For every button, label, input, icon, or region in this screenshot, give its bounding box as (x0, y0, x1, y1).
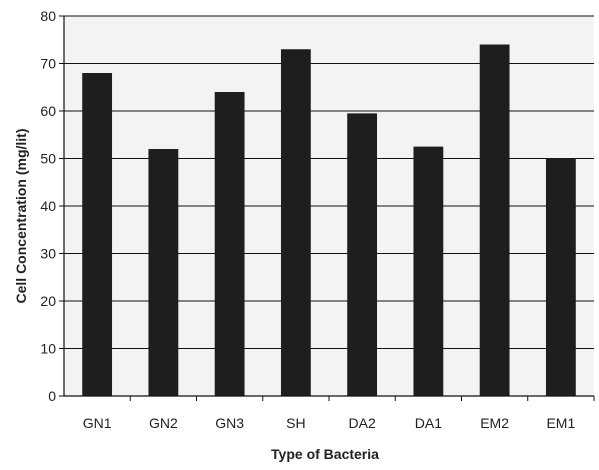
bars (82, 44, 576, 396)
x-tick-label: GN1 (83, 415, 112, 431)
x-axis: GN1 GN2 GN3 SH DA2 DA1 EM2 EM1 (64, 395, 595, 431)
bar-gn2 (148, 149, 179, 396)
y-tick-label: 60 (40, 103, 56, 119)
bar-gn3 (214, 92, 245, 396)
x-tick-label: GN2 (149, 415, 178, 431)
bar-da2 (347, 113, 378, 396)
x-tick-label: DA2 (349, 415, 376, 431)
y-tick-label: 70 (40, 56, 56, 72)
bar-em1 (545, 158, 576, 396)
x-tick-label: DA1 (415, 415, 442, 431)
y-tick-label: 20 (40, 293, 56, 309)
y-tick-label: 50 (40, 151, 56, 167)
bar-da1 (413, 146, 444, 396)
y-axis-title: Cell Concentration (mg/lit) (13, 129, 29, 304)
bar-sh (280, 49, 311, 396)
bar-em2 (479, 44, 510, 396)
y-tick-label: 10 (40, 341, 56, 357)
bar-gn1 (82, 73, 113, 396)
y-tick-label: 30 (40, 246, 56, 262)
x-tick-label: SH (286, 415, 305, 431)
y-tick-label: 80 (40, 8, 56, 24)
x-tick-label: GN3 (215, 415, 244, 431)
y-tick-label: 40 (40, 198, 56, 214)
y-axis: 0 10 20 30 40 50 60 70 80 (40, 8, 65, 404)
x-tick-label: EM2 (480, 415, 509, 431)
y-tick-label: 0 (48, 388, 56, 404)
x-tick-label: EM1 (546, 415, 575, 431)
x-axis-title: Type of Bacteria (271, 446, 379, 462)
